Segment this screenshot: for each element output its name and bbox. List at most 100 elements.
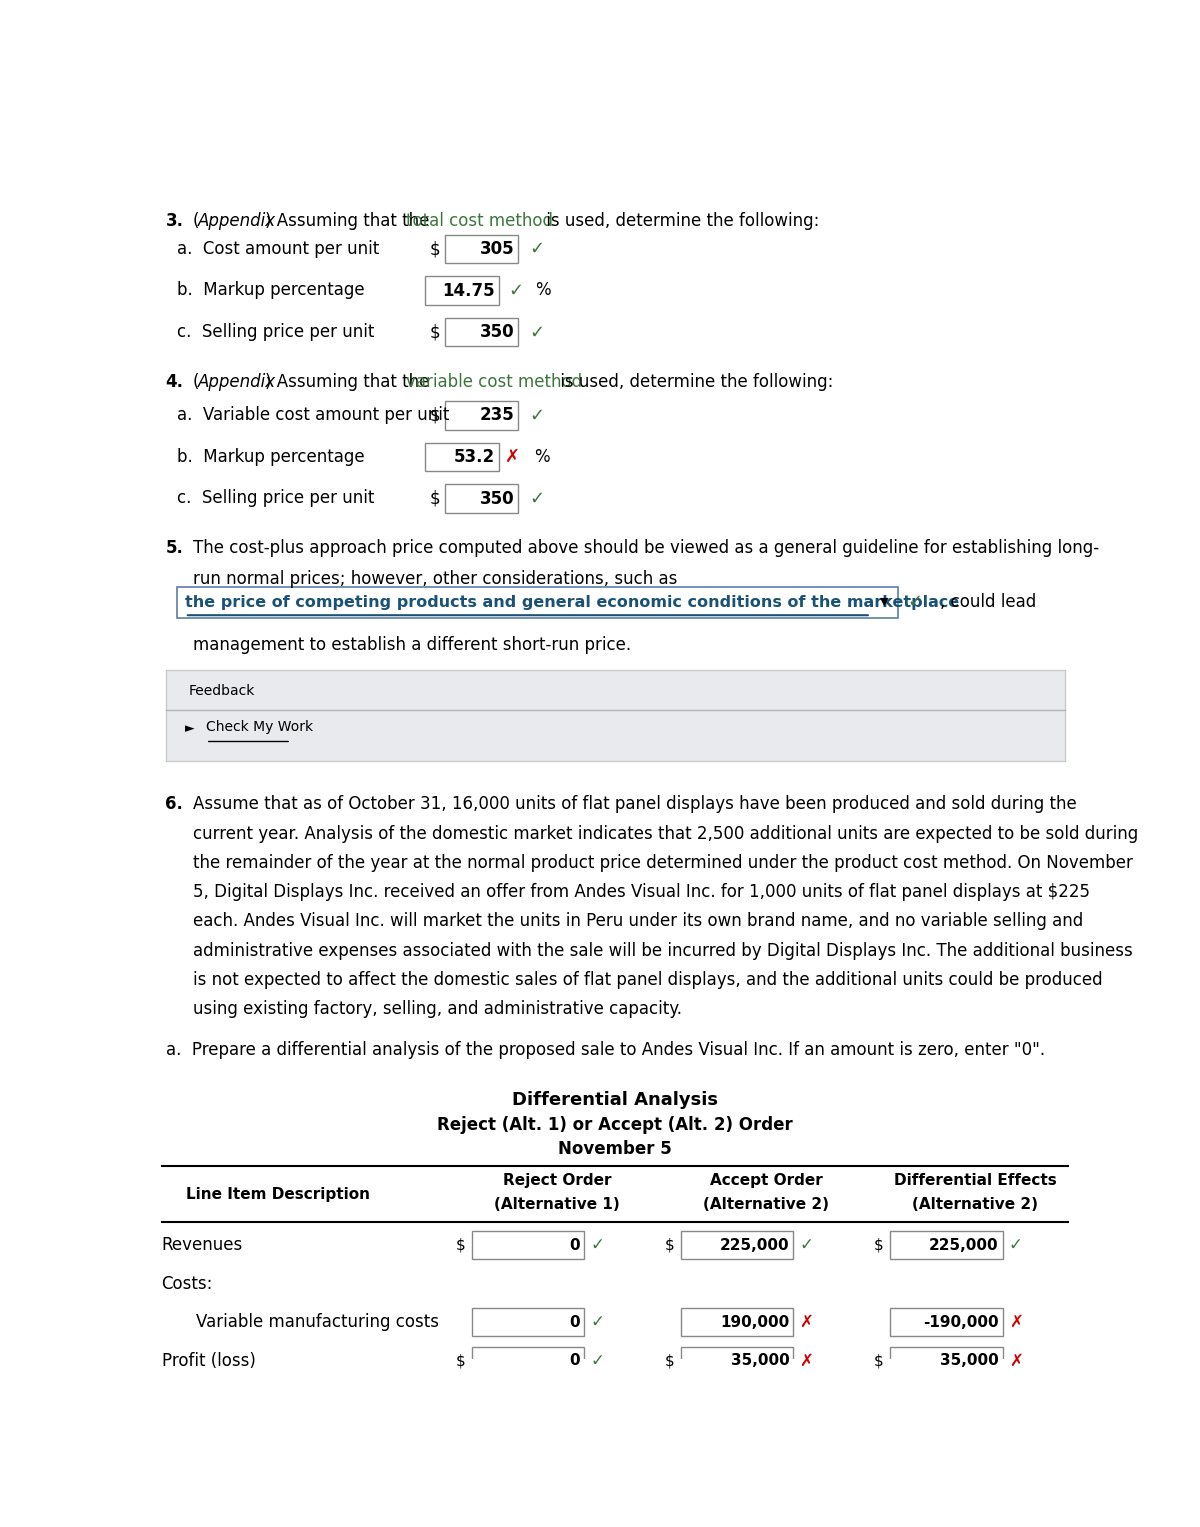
Text: $: $ <box>874 1237 884 1252</box>
Text: 53.2: 53.2 <box>454 447 494 466</box>
Text: ✓: ✓ <box>590 1235 604 1254</box>
Text: ►: ► <box>185 722 194 734</box>
Text: ✗: ✗ <box>505 447 520 466</box>
Text: ) Assuming that the: ) Assuming that the <box>265 212 434 229</box>
Text: Costs:: Costs: <box>162 1275 214 1292</box>
Text: 0: 0 <box>570 1353 580 1368</box>
Text: 35,000: 35,000 <box>940 1353 998 1368</box>
Text: 190,000: 190,000 <box>720 1315 790 1330</box>
FancyBboxPatch shape <box>444 318 518 347</box>
Text: 6.: 6. <box>166 796 184 814</box>
Text: $: $ <box>665 1237 674 1252</box>
Text: November 5: November 5 <box>558 1139 672 1157</box>
FancyBboxPatch shape <box>444 484 518 513</box>
Text: 35,000: 35,000 <box>731 1353 790 1368</box>
Text: $: $ <box>456 1237 466 1252</box>
Text: Reject (Alt. 1) or Accept (Alt. 2) Order: Reject (Alt. 1) or Accept (Alt. 2) Order <box>437 1116 793 1135</box>
Text: b.  Markup percentage: b. Markup percentage <box>178 281 365 299</box>
Text: ) Assuming that the: ) Assuming that the <box>265 374 434 391</box>
Text: 305: 305 <box>480 240 515 258</box>
Text: Revenues: Revenues <box>162 1235 242 1254</box>
Text: (Alternative 2): (Alternative 2) <box>912 1197 1038 1212</box>
Text: is not expected to affect the domestic sales of flat panel displays, and the add: is not expected to affect the domestic s… <box>193 971 1103 989</box>
FancyBboxPatch shape <box>425 443 499 472</box>
Text: %: % <box>534 447 550 466</box>
Text: 225,000: 225,000 <box>929 1237 998 1252</box>
Text: (Alternative 2): (Alternative 2) <box>703 1197 829 1212</box>
Text: Accept Order: Accept Order <box>709 1173 822 1188</box>
FancyBboxPatch shape <box>166 670 1064 760</box>
Text: -190,000: -190,000 <box>923 1315 998 1330</box>
Text: ✓: ✓ <box>590 1313 604 1332</box>
Text: each. Andes Visual Inc. will market the units in Peru under its own brand name, : each. Andes Visual Inc. will market the … <box>193 913 1082 930</box>
Text: $: $ <box>430 490 440 507</box>
Text: 3.: 3. <box>166 212 184 229</box>
Text: 0: 0 <box>570 1315 580 1330</box>
Text: c.  Selling price per unit: c. Selling price per unit <box>178 322 374 341</box>
Text: 5, Digital Displays Inc. received an offer from Andes Visual Inc. for 1,000 unit: 5, Digital Displays Inc. received an off… <box>193 883 1090 901</box>
Text: ✗: ✗ <box>1009 1351 1022 1370</box>
Text: (: ( <box>193 374 199 391</box>
Text: 225,000: 225,000 <box>720 1237 790 1252</box>
Text: Appendix: Appendix <box>198 212 276 229</box>
Text: ✓: ✓ <box>1009 1235 1022 1254</box>
FancyBboxPatch shape <box>178 586 898 617</box>
Text: Reject Order: Reject Order <box>503 1173 611 1188</box>
Text: the price of competing products and general economic conditions of the marketpla: the price of competing products and gene… <box>185 594 959 609</box>
Text: Check My Work: Check My Work <box>206 719 313 734</box>
Text: $: $ <box>665 1353 674 1368</box>
Text: a.  Prepare a differential analysis of the proposed sale to Andes Visual Inc. If: a. Prepare a differential analysis of th… <box>166 1041 1045 1060</box>
Text: %: % <box>535 281 551 299</box>
Text: c.  Selling price per unit: c. Selling price per unit <box>178 489 374 507</box>
Text: administrative expenses associated with the sale will be incurred by Digital Dis: administrative expenses associated with … <box>193 942 1133 959</box>
Text: ✗: ✗ <box>1009 1313 1022 1332</box>
Text: 350: 350 <box>480 490 515 507</box>
Text: 4.: 4. <box>166 374 184 391</box>
Text: Differential Analysis: Differential Analysis <box>512 1092 718 1109</box>
Text: 350: 350 <box>480 324 515 341</box>
Text: a.  Cost amount per unit: a. Cost amount per unit <box>178 240 379 258</box>
Text: Feedback: Feedback <box>188 684 256 698</box>
Text: $: $ <box>456 1353 466 1368</box>
Text: ✓: ✓ <box>529 406 545 425</box>
Text: 5.: 5. <box>166 539 184 557</box>
Text: 0: 0 <box>570 1237 580 1252</box>
Text: Appendix: Appendix <box>198 374 276 391</box>
FancyBboxPatch shape <box>472 1309 584 1336</box>
Text: total cost method: total cost method <box>406 212 553 229</box>
Text: using existing factory, selling, and administrative capacity.: using existing factory, selling, and adm… <box>193 1000 682 1019</box>
Text: ✓: ✓ <box>529 324 545 341</box>
Text: ✓: ✓ <box>529 490 545 507</box>
Text: Line Item Description: Line Item Description <box>186 1186 370 1202</box>
Text: ✓: ✓ <box>529 240 545 258</box>
FancyBboxPatch shape <box>680 1231 793 1258</box>
Text: is used, determine the following:: is used, determine the following: <box>541 212 820 229</box>
Text: $: $ <box>430 406 440 425</box>
Text: Profit (loss): Profit (loss) <box>162 1351 256 1370</box>
Text: ✓: ✓ <box>508 281 523 299</box>
FancyBboxPatch shape <box>472 1231 584 1258</box>
Text: is used, determine the following:: is used, determine the following: <box>554 374 833 391</box>
Text: (Alternative 1): (Alternative 1) <box>494 1197 619 1212</box>
FancyBboxPatch shape <box>680 1347 793 1374</box>
Text: run normal prices; however, other considerations, such as: run normal prices; however, other consid… <box>193 570 677 588</box>
FancyBboxPatch shape <box>890 1347 1002 1374</box>
Text: 235: 235 <box>480 406 515 425</box>
Text: Assume that as of October 31, 16,000 units of flat panel displays have been prod: Assume that as of October 31, 16,000 uni… <box>193 796 1076 814</box>
Text: ▼: ▼ <box>880 597 888 608</box>
Text: management to establish a different short-run price.: management to establish a different shor… <box>193 637 631 654</box>
Text: (: ( <box>193 212 199 229</box>
Text: b.  Markup percentage: b. Markup percentage <box>178 447 365 466</box>
Text: current year. Analysis of the domestic market indicates that 2,500 additional un: current year. Analysis of the domestic m… <box>193 825 1138 843</box>
Text: ✗: ✗ <box>799 1351 814 1370</box>
Text: $: $ <box>430 324 440 341</box>
Text: $: $ <box>430 240 440 258</box>
Text: ✗: ✗ <box>799 1313 814 1332</box>
FancyBboxPatch shape <box>680 1309 793 1336</box>
Text: Differential Effects: Differential Effects <box>894 1173 1057 1188</box>
Text: variable cost method: variable cost method <box>406 374 582 391</box>
Text: the remainder of the year at the normal product price determined under the produ: the remainder of the year at the normal … <box>193 854 1133 872</box>
FancyBboxPatch shape <box>444 235 518 263</box>
Text: 14.75: 14.75 <box>443 281 494 299</box>
FancyBboxPatch shape <box>472 1347 584 1374</box>
